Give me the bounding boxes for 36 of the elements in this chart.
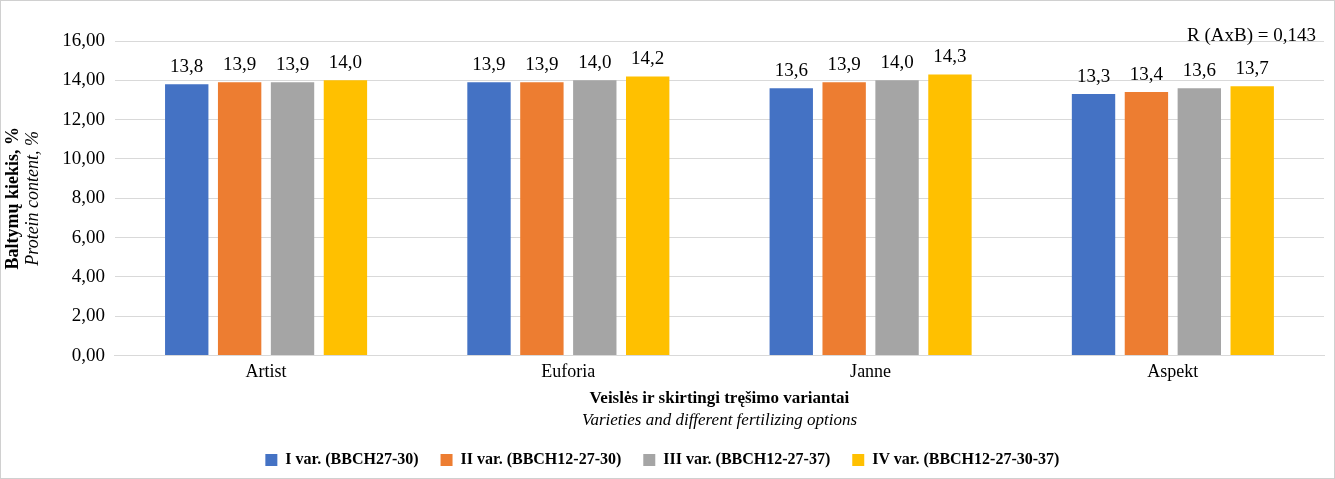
data-label: 14,0 [880,50,914,72]
y-axis-title: Baltymų kiekis, % Protein content, % [1,127,42,270]
y-tick-label: 4,00 [71,264,105,286]
y-tick-label: 16,00 [62,28,105,50]
data-label: 13,6 [774,58,808,80]
data-label: 13,3 [1076,64,1111,86]
data-label: 14,3 [933,44,967,66]
x-tick-label: Aspekt [1147,361,1199,382]
data-label: 13,9 [223,52,257,74]
y-tick-label: 6,00 [71,225,105,247]
data-label: 14,0 [328,50,363,72]
x-tick-label: Euforia [541,361,596,382]
y-tick-label: 10,00 [62,146,105,168]
annotation: R (AxB) = 0,143 [1187,24,1316,47]
legend-label: I var. (BBCH27-30) [285,450,419,469]
x-tick-label: Janne [850,361,892,382]
data-label: 13,9 [525,52,559,74]
y-tick-label: 8,00 [71,186,105,208]
y-tick-label: 0,00 [71,343,105,365]
data-label: 13,9 [472,52,506,74]
data-label: 13,8 [170,54,204,76]
data-label: 14,0 [578,50,612,72]
y-tick-label: 2,00 [71,304,105,326]
y-tick-label: 12,00 [62,107,105,129]
legend-label: III var. (BBCH12-27-37) [663,450,831,469]
data-label: 13,9 [827,52,861,74]
x-axis-title: Veislės ir skirtingi tręšimo variantai Varieties and different fertilizing options [581,387,858,429]
legend-label: IV var. (BBCH12-27-30-37) [872,450,1060,469]
data-label: 13,9 [275,52,310,74]
x-tick-label: Artist [245,361,287,382]
data-label: 13,7 [1235,56,1269,78]
data-label: 13,6 [1182,58,1216,80]
y-tick-label: 14,00 [62,68,105,90]
data-label: 14,2 [631,46,665,68]
legend-label: II var. (BBCH12-27-30) [460,450,622,469]
data-label: 13,4 [1129,62,1164,84]
